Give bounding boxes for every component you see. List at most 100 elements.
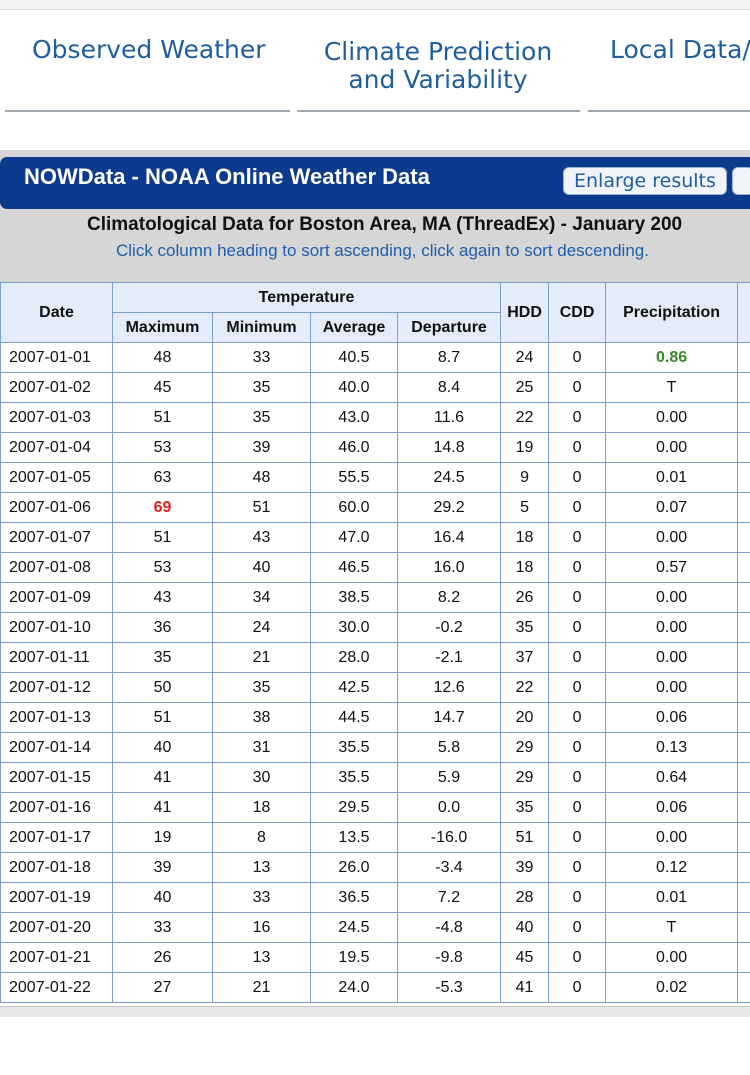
data-row: 2007-01-03 51 35 43.0 11.6 22 0 0.00: [0, 402, 750, 433]
cell: [737, 882, 750, 913]
data-row: 2007-01-02 45 35 40.0 8.4 25 0 T: [0, 372, 750, 403]
column-header[interactable]: HDD: [500, 282, 550, 343]
header-row: Date Temperature HDD CDD Precipitation: [0, 282, 750, 343]
cell: [737, 432, 750, 463]
value-cell: 40: [500, 912, 550, 943]
tab-underline: [588, 110, 750, 112]
value-cell: 35: [500, 792, 550, 823]
value-cell: 30.0: [310, 612, 398, 643]
value-cell: 35: [500, 612, 550, 643]
data-row: 2007-01-11 35 21 28.0 -2.1 37 0 0.00: [0, 642, 750, 673]
value-cell: 8: [212, 822, 311, 853]
value-cell: -3.4: [396, 852, 502, 883]
value-cell: 0: [548, 642, 607, 673]
value-cell: 44.5: [310, 702, 398, 733]
value-cell: 5.8: [396, 732, 502, 763]
value-cell: 16: [212, 912, 311, 943]
value-cell: 0: [548, 972, 607, 1003]
value-cell: -16.0: [396, 822, 502, 853]
value-cell: 0: [548, 942, 607, 973]
column-header[interactable]: Average: [310, 312, 398, 343]
date-cell: 2007-01-05: [0, 462, 113, 493]
value-cell: 41: [112, 792, 213, 823]
value-cell: 51: [112, 522, 213, 553]
value-cell: 5: [500, 492, 550, 523]
value-cell: 0.57: [605, 552, 739, 583]
nav-tab[interactable]: Local Data/: [610, 35, 750, 64]
value-cell: 22: [500, 672, 550, 703]
enlarge-button[interactable]: Enlarge results: [563, 167, 727, 195]
date-cell: 2007-01-02: [0, 372, 113, 403]
column-header[interactable]: Departure: [396, 312, 502, 343]
data-row: 2007-01-06 69 51 60.0 29.2 5 0 0.07: [0, 492, 750, 523]
value-cell: 31: [212, 732, 311, 763]
nav-tab[interactable]: Observed Weather: [32, 35, 266, 64]
value-cell: 35.5: [310, 732, 398, 763]
value-cell: 25: [500, 372, 550, 403]
value-cell: 36: [112, 612, 213, 643]
group-header: Temperature: [111, 282, 502, 313]
value-cell: 13.5: [310, 822, 398, 853]
cell: [737, 972, 750, 1003]
column-header[interactable]: Minimum: [212, 312, 311, 343]
value-cell: 26: [112, 942, 213, 973]
date-cell: 2007-01-06: [0, 492, 113, 523]
value-cell: 0: [548, 792, 607, 823]
column-header[interactable]: Maximum: [112, 312, 213, 343]
value-cell: 48: [212, 462, 311, 493]
value-cell: 0: [548, 672, 607, 703]
date-cell: 2007-01-10: [0, 612, 113, 643]
date-cell: 2007-01-01: [0, 342, 113, 373]
value-cell: 0: [548, 852, 607, 883]
value-cell: 22: [500, 402, 550, 433]
data-row: 2007-01-13 51 38 44.5 14.7 20 0 0.06: [0, 702, 750, 733]
cell: [737, 672, 750, 703]
value-cell: 33: [212, 882, 311, 913]
value-cell: 28: [500, 882, 550, 913]
value-cell: 50: [112, 672, 213, 703]
value-cell: -2.1: [396, 642, 502, 673]
subtitle: Climatological Data for Boston Area, MA …: [87, 214, 683, 235]
column-header[interactable]: Precipitation: [605, 282, 739, 343]
value-cell: 34: [212, 582, 311, 613]
value-cell: 0.86: [605, 342, 739, 373]
date-cell: 2007-01-03: [0, 402, 113, 433]
cell: [737, 342, 750, 373]
value-cell: 45: [112, 372, 213, 403]
cell: [737, 522, 750, 553]
value-cell: 0: [548, 762, 607, 793]
value-cell: 18: [212, 792, 311, 823]
column-header[interactable]: Date: [0, 282, 113, 343]
value-cell: 14.7: [396, 702, 502, 733]
date-cell: 2007-01-15: [0, 762, 113, 793]
date-cell: 2007-01-19: [0, 882, 113, 913]
cell: [737, 792, 750, 823]
value-cell: 0: [548, 702, 607, 733]
value-cell: 55.5: [310, 462, 398, 493]
value-cell: 0.0: [396, 792, 502, 823]
value-cell: 40: [112, 882, 213, 913]
value-cell: 0: [548, 552, 607, 583]
value-cell: 40.0: [310, 372, 398, 403]
bottom-bar: [0, 1006, 750, 1017]
value-cell: 0.00: [605, 822, 739, 853]
value-cell: 69: [112, 492, 213, 523]
top-bar: [0, 0, 750, 10]
value-cell: 35: [212, 402, 311, 433]
column-header[interactable]: CDD: [548, 282, 607, 343]
nav-tab[interactable]: Climate Prediction and Variability: [323, 37, 553, 94]
data-row: 2007-01-18 39 13 26.0 -3.4 39 0 0.12: [0, 852, 750, 883]
date-cell: 2007-01-20: [0, 912, 113, 943]
value-cell: 13: [212, 852, 311, 883]
value-cell: 42.5: [310, 672, 398, 703]
results-panel: NOWData - NOAA Online Weather Data Enlar…: [0, 150, 750, 282]
date-cell: 2007-01-17: [0, 822, 113, 853]
value-cell: 0: [548, 462, 607, 493]
value-cell: 0.06: [605, 702, 739, 733]
data-row: 2007-01-10 36 24 30.0 -0.2 35 0 0.00: [0, 612, 750, 643]
button[interactable]: [732, 167, 750, 195]
value-cell: 0: [548, 402, 607, 433]
value-cell: 0.00: [605, 402, 739, 433]
value-cell: 35: [212, 672, 311, 703]
